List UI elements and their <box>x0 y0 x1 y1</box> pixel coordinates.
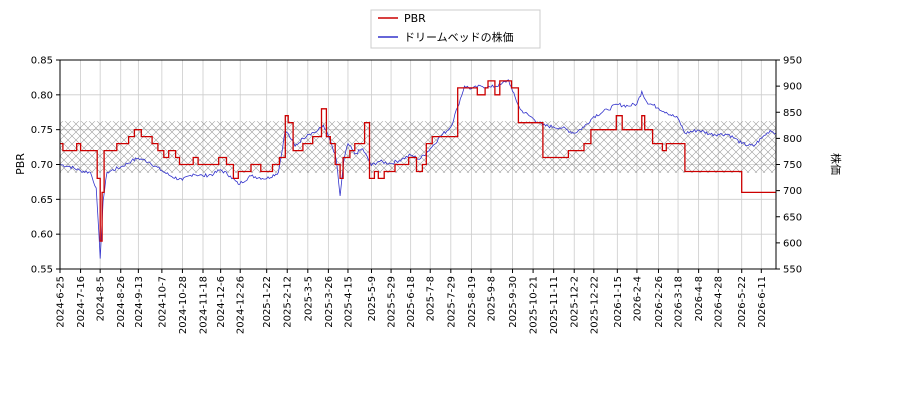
y-axis-right: 550 600 650 700 750 800 850 900 950 <box>776 56 802 276</box>
y2-tick-label: 800 <box>783 134 802 145</box>
x-tick-label: 2024-8-26 <box>116 276 127 328</box>
x-tick-label: 2026-2-4 <box>632 276 643 321</box>
y-tick-label: 0.55 <box>31 265 53 276</box>
x-tick-label: 2025-1-22 <box>262 276 273 328</box>
x-tick-label: 2024-8-5 <box>96 276 107 321</box>
y2-tick-label: 850 <box>783 108 802 119</box>
y-tick-label: 0.60 <box>31 230 53 241</box>
x-tick-label: 2024-11-18 <box>199 276 210 334</box>
x-tick-label: 2025-7-8 <box>426 276 437 321</box>
y2-tick-label: 750 <box>783 160 802 171</box>
x-tick-label: 2026-1-15 <box>613 276 624 328</box>
x-tick-label: 2024-9-13 <box>134 276 145 328</box>
x-tick-label: 2025-2-12 <box>283 276 294 328</box>
x-tick-label: 2026-4-28 <box>714 276 725 328</box>
x-tick-label: 2026-4-8 <box>694 276 705 321</box>
x-tick-label: 2025-12-22 <box>589 276 600 334</box>
y2-axis-label: 株価 <box>829 153 843 175</box>
x-tick-label: 2024-7-16 <box>76 276 87 328</box>
x-tick-label: 2025-5-29 <box>387 276 398 328</box>
x-tick-label: 2025-10-21 <box>529 276 540 334</box>
y-tick-label: 0.80 <box>31 90 53 101</box>
y-tick-label: 0.75 <box>31 125 53 136</box>
x-tick-label: 2025-3-26 <box>324 276 335 328</box>
y2-tick-label: 600 <box>783 238 802 249</box>
y2-tick-label: 550 <box>783 265 802 276</box>
x-axis: 2024-6-25 2024-7-16 2024-8-5 2024-8-26 2024-… <box>56 269 768 334</box>
x-tick-label: 2024-12-26 <box>236 276 247 334</box>
x-tick-label: 2024-6-25 <box>56 276 67 328</box>
x-tick-label: 2025-8-19 <box>467 276 478 328</box>
x-tick-label: 2025-9-8 <box>486 276 497 321</box>
x-tick-label: 2025-7-29 <box>446 276 457 328</box>
x-tick-label: 2025-11-11 <box>549 276 560 334</box>
x-tick-label: 2024-12-6 <box>216 276 227 328</box>
y2-tick-label: 950 <box>783 56 802 67</box>
x-tick-label: 2025-12-2 <box>570 276 581 328</box>
x-tick-label: 2025-5-9 <box>367 276 378 321</box>
pbr-series-line <box>60 80 776 242</box>
x-tick-label: 2025-9-30 <box>508 276 519 328</box>
x-tick-label: 2025-6-18 <box>406 276 417 328</box>
y-tick-label: 0.70 <box>31 160 53 171</box>
y-axis-left: 0.55 0.60 0.65 0.70 0.75 0.80 0.85 <box>31 56 60 276</box>
x-tick-label: 2026-2-26 <box>654 276 665 328</box>
price-series-line <box>59 79 777 259</box>
legend-label-pbr: PBR <box>404 12 426 25</box>
x-tick-label: 2026-5-22 <box>737 276 748 328</box>
x-tick-label: 2026-3-18 <box>674 276 685 328</box>
y2-tick-label: 700 <box>783 186 802 197</box>
x-tick-label: 2024-10-28 <box>178 276 189 334</box>
y-tick-label: 0.85 <box>31 56 53 67</box>
x-tick-label: 2025-3-5 <box>303 276 314 321</box>
y2-tick-label: 650 <box>783 212 802 223</box>
y-tick-label: 0.65 <box>31 195 53 206</box>
x-tick-label: 2024-10-7 <box>157 276 168 328</box>
series-lines <box>59 79 777 259</box>
y-axis-label: PBR <box>14 153 27 175</box>
legend-label-price: ドリームベッドの株価 <box>404 30 514 44</box>
legend: PBR ドリームベッドの株価 <box>370 9 541 49</box>
hatched-band <box>60 121 776 173</box>
y2-tick-label: 900 <box>783 82 802 93</box>
x-tick-label: 2026-6-11 <box>757 276 768 328</box>
x-tick-label: 2025-4-15 <box>343 276 354 328</box>
legend-box <box>370 9 541 49</box>
